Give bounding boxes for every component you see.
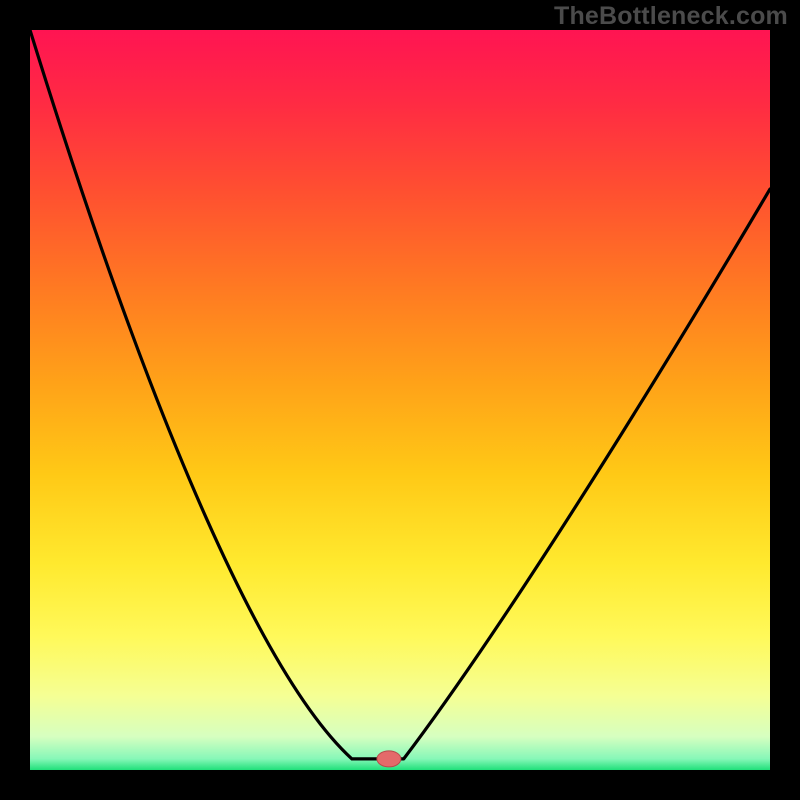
chart-svg [30,30,770,770]
attribution-text: TheBottleneck.com [554,2,788,31]
optimal-point-marker [377,751,401,767]
gradient-background [30,30,770,770]
chart-plot-area [30,30,770,770]
